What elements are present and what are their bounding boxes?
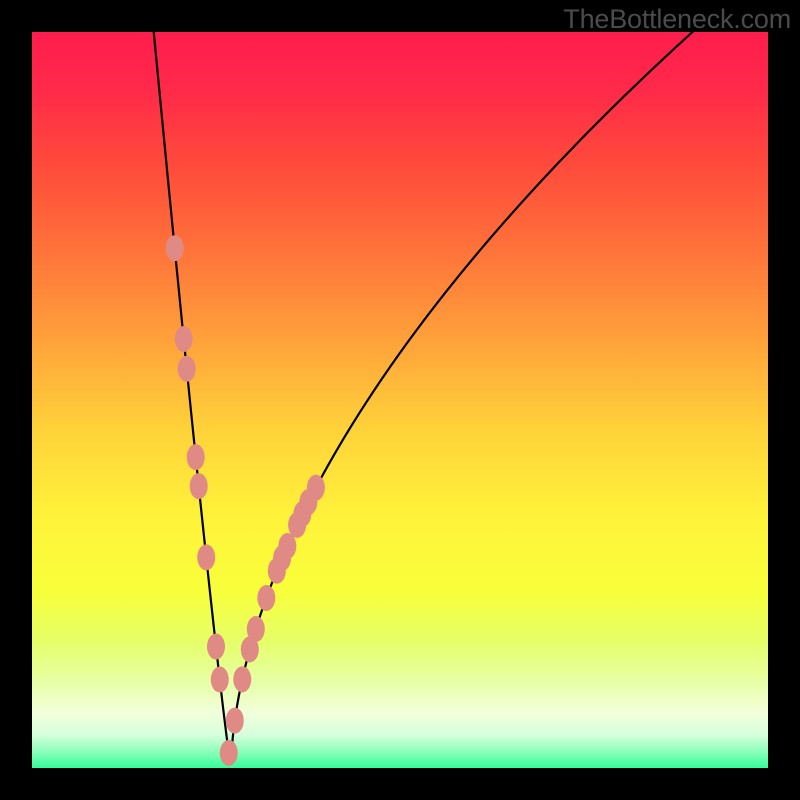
curve-marker	[211, 667, 229, 693]
curve-marker	[166, 235, 184, 261]
curve-marker	[197, 544, 215, 570]
bottleneck-curve	[45, 0, 768, 764]
curve-marker	[175, 326, 193, 352]
curve-marker	[187, 444, 205, 470]
curve-marker	[257, 585, 275, 611]
curve-marker	[190, 473, 208, 499]
curve-marker	[226, 708, 244, 734]
curve-marker	[278, 533, 296, 559]
chart-svg	[0, 0, 800, 800]
watermark-text: TheBottleneck.com	[563, 4, 791, 35]
curve-marker	[307, 475, 325, 501]
curve-marker	[233, 666, 251, 692]
curve-marker	[178, 356, 196, 382]
curve-marker	[220, 740, 238, 766]
curve-marker	[207, 634, 225, 660]
curve-marker	[247, 616, 265, 642]
